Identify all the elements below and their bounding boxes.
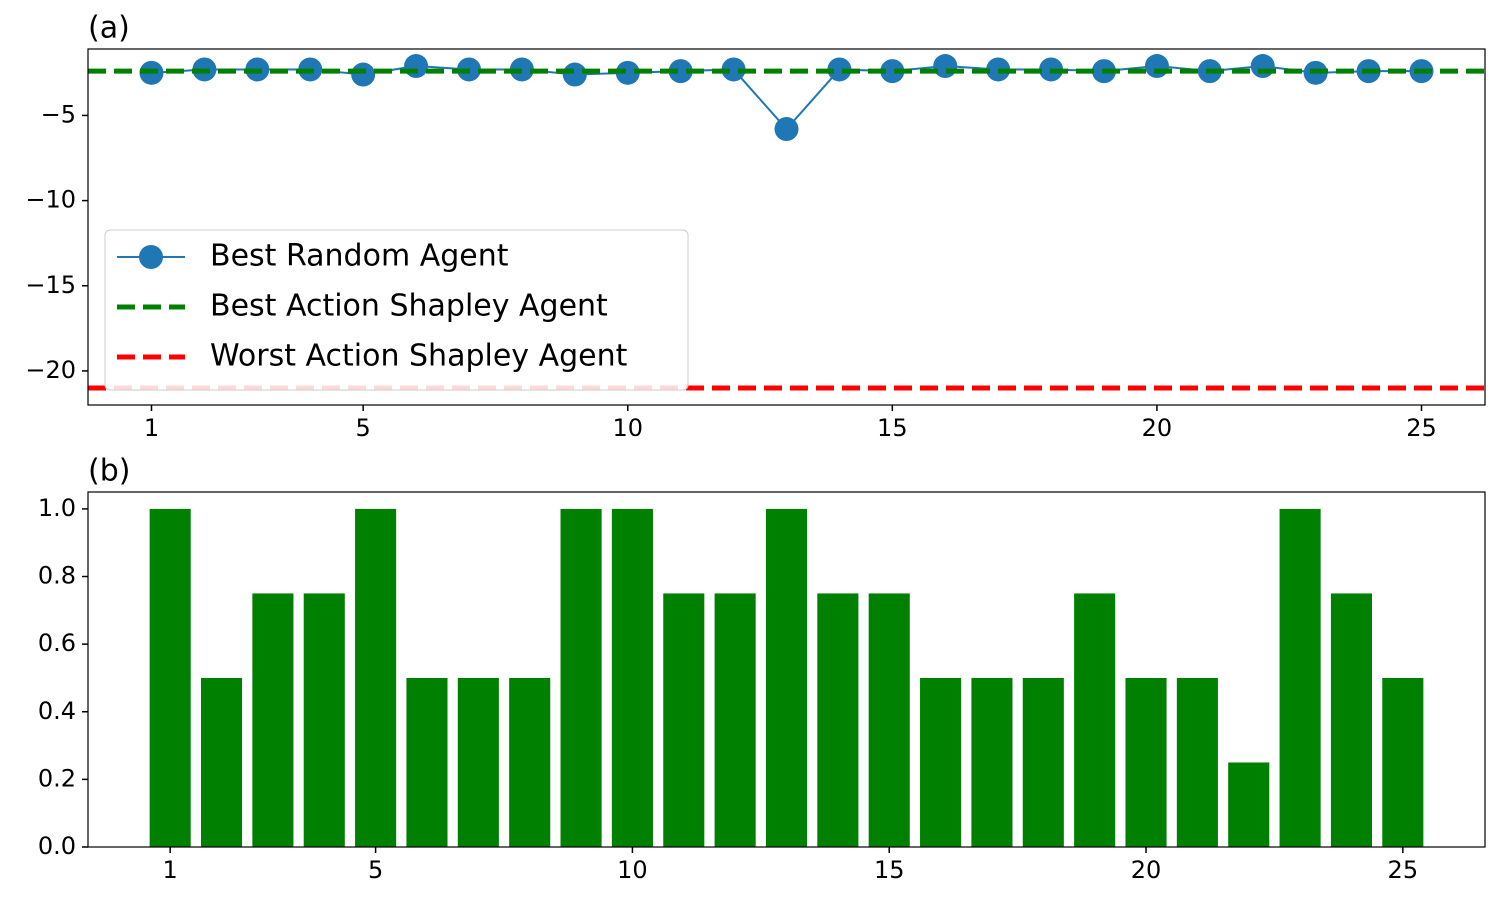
y-tick-label: −20 — [25, 356, 76, 384]
legend-label: Worst Action Shapley Agent — [210, 339, 628, 374]
x-tick-label: 5 — [356, 414, 371, 442]
chart-title: (b) — [88, 454, 130, 489]
legend-label: Best Random Agent — [210, 239, 509, 274]
bar — [1125, 677, 1167, 847]
bar — [149, 508, 191, 847]
y-tick-label: 0.8 — [38, 562, 76, 590]
bar — [663, 593, 705, 847]
bar — [509, 677, 551, 847]
x-tick-label: 20 — [1142, 414, 1173, 442]
bar — [406, 677, 448, 847]
bar — [920, 677, 962, 847]
x-tick-label: 1 — [144, 414, 159, 442]
marker — [827, 57, 852, 82]
y-tick-label: −15 — [25, 271, 76, 299]
bar — [1228, 762, 1270, 847]
bar — [1330, 593, 1373, 847]
y-tick-label: −10 — [25, 186, 76, 214]
marker — [404, 54, 429, 79]
x-tick-label: 10 — [612, 414, 643, 442]
marker — [351, 62, 376, 87]
x-tick-label: 20 — [1131, 856, 1162, 884]
bar — [1176, 677, 1218, 847]
chart-title: (a) — [88, 11, 130, 46]
x-tick-label: 25 — [1388, 856, 1419, 884]
marker — [668, 59, 693, 84]
bar — [303, 593, 345, 847]
y-tick-label: 1.0 — [38, 494, 76, 522]
marker — [721, 57, 746, 82]
bar — [200, 677, 243, 847]
bar — [971, 677, 1013, 847]
y-tick-label: −5 — [41, 100, 76, 128]
bar — [714, 593, 756, 847]
marker — [615, 60, 640, 85]
bar — [252, 593, 294, 847]
axes-frame — [87, 48, 1486, 406]
y-tick-label: 0.6 — [38, 629, 76, 657]
bar — [457, 677, 499, 847]
marker — [1250, 54, 1275, 79]
x-tick-label: 1 — [163, 856, 178, 884]
legend-marker — [139, 245, 163, 269]
y-tick-label: 0.2 — [38, 764, 76, 792]
x-tick-label: 15 — [877, 414, 908, 442]
bar — [1074, 593, 1116, 847]
bar — [868, 593, 910, 847]
marker — [1144, 54, 1169, 79]
legend: Best Random Agent Best Action Shapley Age… — [104, 229, 689, 391]
legend-box — [104, 229, 689, 391]
marker — [933, 54, 958, 79]
x-tick-label: 15 — [874, 856, 905, 884]
bar — [765, 508, 808, 847]
bar — [1279, 508, 1321, 847]
bar — [560, 508, 602, 847]
bar — [1022, 677, 1064, 847]
marker — [880, 59, 905, 84]
bar — [1382, 677, 1424, 847]
marker — [774, 117, 799, 142]
bar — [355, 508, 397, 847]
y-tick-label: 0.4 — [38, 697, 76, 725]
axes-frame — [87, 491, 1486, 848]
x-tick-label: 25 — [1406, 414, 1437, 442]
bar — [817, 593, 859, 847]
x-tick-label: 5 — [368, 856, 383, 884]
legend-label: Best Action Shapley Agent — [210, 289, 608, 324]
marker — [562, 62, 587, 87]
x-tick-label: 10 — [617, 856, 648, 884]
bar — [611, 508, 653, 847]
y-tick-label: 0.0 — [38, 832, 76, 860]
